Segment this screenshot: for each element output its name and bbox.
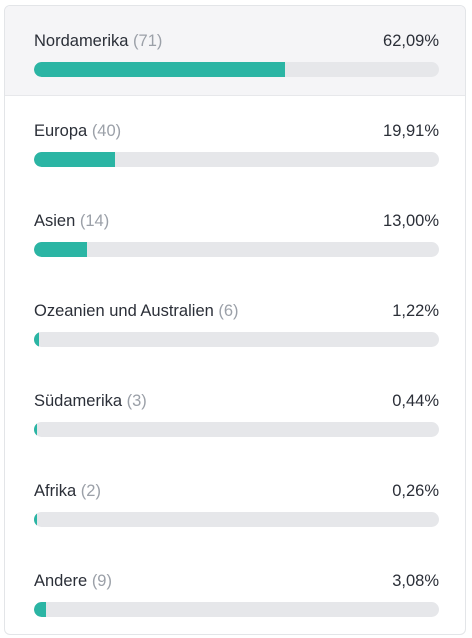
region-percent: 1,22% (392, 301, 439, 320)
progress-fill (34, 602, 47, 617)
progress-track (34, 332, 439, 347)
region-percent: 13,00% (383, 211, 439, 230)
progress-track (34, 512, 439, 527)
progress-fill (34, 242, 87, 257)
progress-track (34, 62, 439, 77)
region-count: (40) (91, 121, 122, 140)
region-percent: 0,26% (392, 481, 439, 500)
region-count: (9) (91, 571, 112, 590)
region-percent: 0,44% (392, 391, 439, 410)
region-label: Ozeanien und Australien (6) (34, 302, 239, 321)
region-row-suedamerika[interactable]: Südamerika (3) 0,44% (5, 366, 465, 456)
progress-track (34, 152, 439, 167)
progress-fill (34, 152, 115, 167)
region-name: Europa (34, 121, 88, 140)
region-name: Südamerika (34, 391, 123, 410)
region-row-afrika[interactable]: Afrika (2) 0,26% (5, 456, 465, 546)
region-name: Ozeanien und Australien (34, 301, 214, 320)
region-name: Asien (34, 211, 76, 230)
region-row-ozeanien-und-australien[interactable]: Ozeanien und Australien (6) 1,22% (5, 276, 465, 366)
region-label: Andere (9) (34, 572, 112, 591)
progress-fill (34, 62, 286, 77)
region-count: (6) (218, 301, 239, 320)
region-name: Andere (34, 571, 88, 590)
region-count: (2) (80, 481, 101, 500)
progress-fill (34, 422, 37, 437)
progress-track (34, 422, 439, 437)
region-label: Afrika (2) (34, 482, 101, 501)
region-label: Nordamerika (71) (34, 32, 162, 51)
region-name: Afrika (34, 481, 77, 500)
region-percent: 19,91% (383, 121, 439, 140)
region-label: Asien (14) (34, 212, 109, 231)
region-label: Südamerika (3) (34, 392, 147, 411)
region-count: (3) (126, 391, 147, 410)
region-row-asien[interactable]: Asien (14) 13,00% (5, 186, 465, 276)
region-row-nordamerika[interactable]: Nordamerika (71) 62,09% (5, 6, 465, 96)
region-count: (14) (79, 211, 110, 230)
progress-track (34, 602, 439, 617)
progress-track (34, 242, 439, 257)
region-percent: 62,09% (383, 31, 439, 50)
region-row-europa[interactable]: Europa (40) 19,91% (5, 96, 465, 186)
progress-fill (34, 512, 37, 527)
region-percent: 3,08% (392, 571, 439, 590)
region-label: Europa (40) (34, 122, 121, 141)
region-name: Nordamerika (34, 31, 129, 50)
region-count: (71) (133, 31, 163, 50)
region-row-andere[interactable]: Andere (9) 3,08% (5, 546, 465, 634)
progress-fill (34, 332, 39, 347)
region-distribution-card: Nordamerika (71) 62,09% Europa (40) 19,9… (4, 5, 466, 635)
